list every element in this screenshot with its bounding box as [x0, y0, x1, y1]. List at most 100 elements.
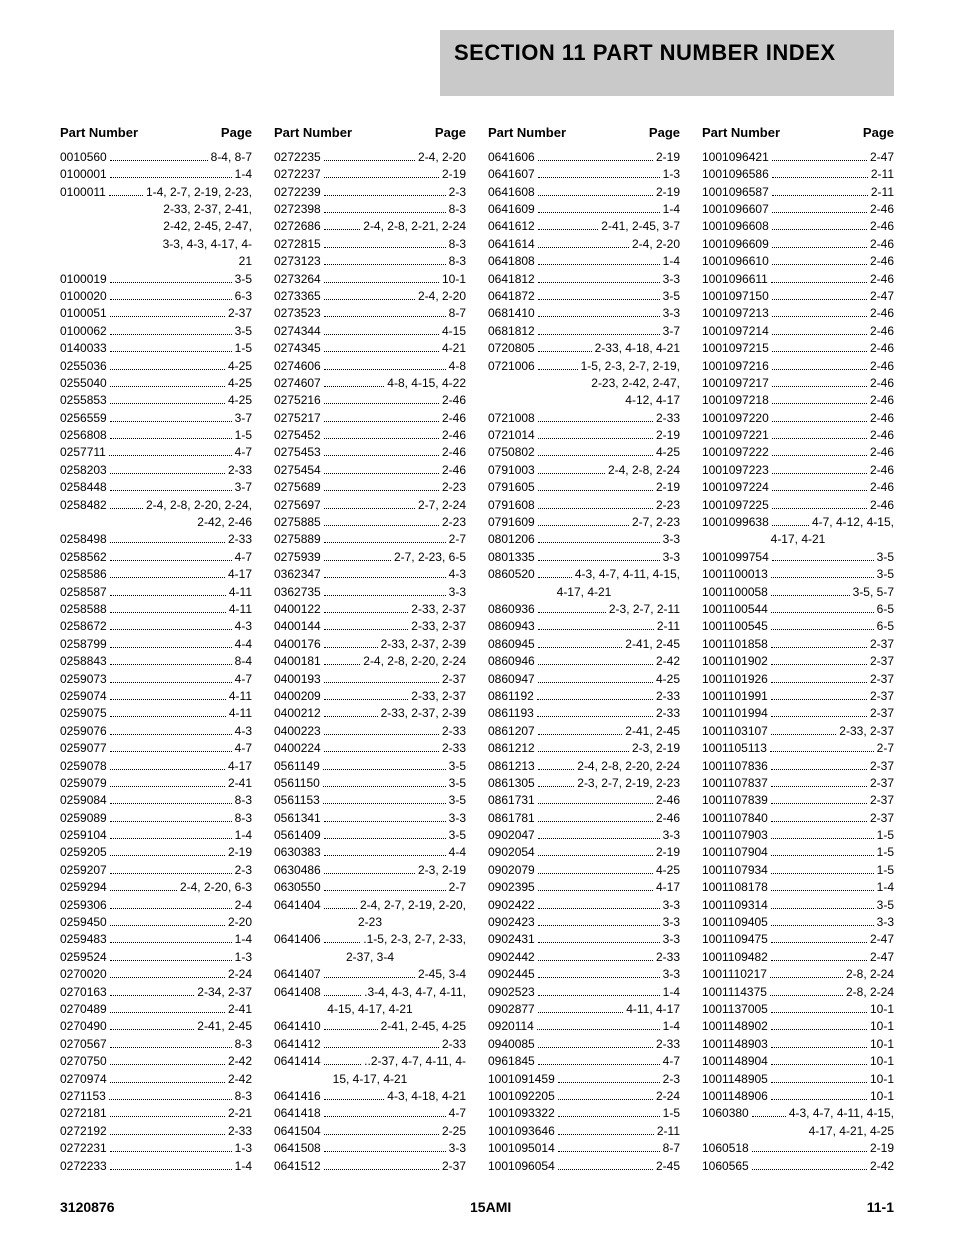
page-ref: 8-3: [449, 236, 466, 253]
index-entry: 02584483-7: [60, 479, 252, 496]
page-ref: 2-23: [358, 914, 382, 931]
leader-dots: [538, 499, 653, 508]
page-ref: 4-17: [656, 879, 680, 896]
index-entry: 10010965872-11: [702, 184, 894, 201]
page-ref: 4-7: [235, 549, 252, 566]
part-number: 1001103107: [702, 723, 768, 740]
column-header-left: Part Number: [488, 124, 566, 143]
page-ref: 2-3: [449, 184, 466, 201]
page-ref: 2-4, 2-8, 2-20, 2-24,: [146, 497, 252, 514]
column-header: Part NumberPage: [702, 124, 894, 143]
leader-dots: [772, 517, 809, 526]
leader-dots: [772, 447, 867, 456]
page-ref: 2-33: [442, 723, 466, 740]
part-number: 0259074: [60, 688, 107, 705]
index-entry: 10603804-3, 4-7, 4-11, 4-15,: [702, 1105, 894, 1122]
leader-dots: [538, 238, 629, 247]
part-number: 1001109405: [702, 914, 768, 931]
leader-dots: [538, 273, 660, 282]
leader-dots: [771, 708, 867, 717]
part-number: 0259077: [60, 740, 107, 757]
part-number: 0400176: [274, 636, 321, 653]
header-row: SECTION 11 PART NUMBER INDEX: [60, 30, 894, 96]
part-number: 0681812: [488, 323, 535, 340]
leader-dots: [771, 638, 867, 647]
page-ref: 2-33: [656, 410, 680, 427]
page-ref: 1-4, 2-7, 2-19, 2-23,: [146, 184, 252, 201]
page-ref: 2-46: [442, 392, 466, 409]
index-entry: 09618454-7: [488, 1053, 680, 1070]
page-ref: 2-19: [870, 1140, 894, 1157]
part-number: 0275885: [274, 514, 321, 531]
index-entry: 10011078372-37: [702, 775, 894, 792]
leader-dots: [752, 1108, 786, 1117]
part-number: 0561341: [274, 810, 321, 827]
part-number: 0259306: [60, 897, 107, 914]
page-ref: 10-1: [870, 1071, 894, 1088]
leader-dots: [324, 899, 357, 908]
index-entry: 07210082-33: [488, 410, 680, 427]
part-number: 1001105113: [702, 740, 767, 757]
index-entry: 10011078392-37: [702, 792, 894, 809]
index-entry: 02590734-7: [60, 671, 252, 688]
leader-dots: [324, 1160, 439, 1169]
page-ref: 1-4: [235, 1158, 252, 1175]
part-number: 0861305: [488, 775, 535, 792]
index-entry: 10011079341-5: [702, 862, 894, 879]
part-number: 1001092205: [488, 1088, 555, 1105]
part-number: 1001099754: [702, 549, 769, 566]
page-ref: 2-33, 2-37, 2-39: [381, 705, 466, 722]
leader-dots: [772, 291, 867, 300]
leader-dots: [538, 986, 660, 995]
index-entry: 02585624-7: [60, 549, 252, 566]
page-ref: 4-17, 4-21: [771, 531, 826, 548]
index-entry: 06818123-7: [488, 323, 680, 340]
index-entry: 06414072-45, 3-4: [274, 966, 466, 983]
part-number: 0641612: [488, 218, 535, 235]
part-number: 0274345: [274, 340, 321, 357]
page-ref: 10-1: [870, 1001, 894, 1018]
part-number: 1001096607: [702, 201, 769, 218]
part-number: 0630486: [274, 862, 321, 879]
page-ref: 1-4: [877, 879, 894, 896]
index-entry: 10010965862-11: [702, 166, 894, 183]
index-entry: 02550364-25: [60, 358, 252, 375]
leader-dots: [771, 1004, 867, 1013]
part-number: 0641808: [488, 253, 535, 270]
index-entry: 02590792-41: [60, 775, 252, 792]
page-ref: 2-3: [235, 862, 252, 879]
page-ref: 6-5: [877, 601, 894, 618]
part-number: 0140033: [60, 340, 107, 357]
page-ref: 2-19: [656, 479, 680, 496]
part-number: 0259075: [60, 705, 107, 722]
leader-dots: [324, 934, 361, 943]
leader-dots: [771, 882, 874, 891]
index-entry: 02722392-3: [274, 184, 466, 201]
page-ref: 8-7: [663, 1140, 680, 1157]
index-entry: 100114890410-1: [702, 1053, 894, 1070]
leader-dots: [324, 482, 439, 491]
page-ref: 2-24: [228, 966, 252, 983]
part-number: 1001101858: [702, 636, 768, 653]
page-ref: 2-24: [656, 1088, 680, 1105]
column-header: Part NumberPage: [274, 124, 466, 143]
page-ref: 8-3: [235, 810, 252, 827]
part-number: 0255036: [60, 358, 107, 375]
page-ref: 3-5: [877, 549, 894, 566]
index-entry: 06418723-5: [488, 288, 680, 305]
page-ref: 21: [239, 253, 252, 270]
part-number: 1060380: [702, 1105, 749, 1122]
leader-dots: [110, 430, 232, 439]
index-entry: 02721812-21: [60, 1105, 252, 1122]
page-ref: 2-46: [870, 479, 894, 496]
index-entry: 08617312-46: [488, 792, 680, 809]
leader-dots: [771, 864, 874, 873]
part-number: 0259078: [60, 758, 107, 775]
page-ref: 2-46: [870, 497, 894, 514]
page-ref: 2-11: [657, 1123, 680, 1140]
page-ref: 2-46: [870, 410, 894, 427]
index-entry: 02590784-17: [60, 758, 252, 775]
page-ref: 2-4, 2-8, 2-20, 2-24: [577, 758, 680, 775]
part-number: 0362347: [274, 566, 321, 583]
part-number: 0861212: [488, 740, 535, 757]
